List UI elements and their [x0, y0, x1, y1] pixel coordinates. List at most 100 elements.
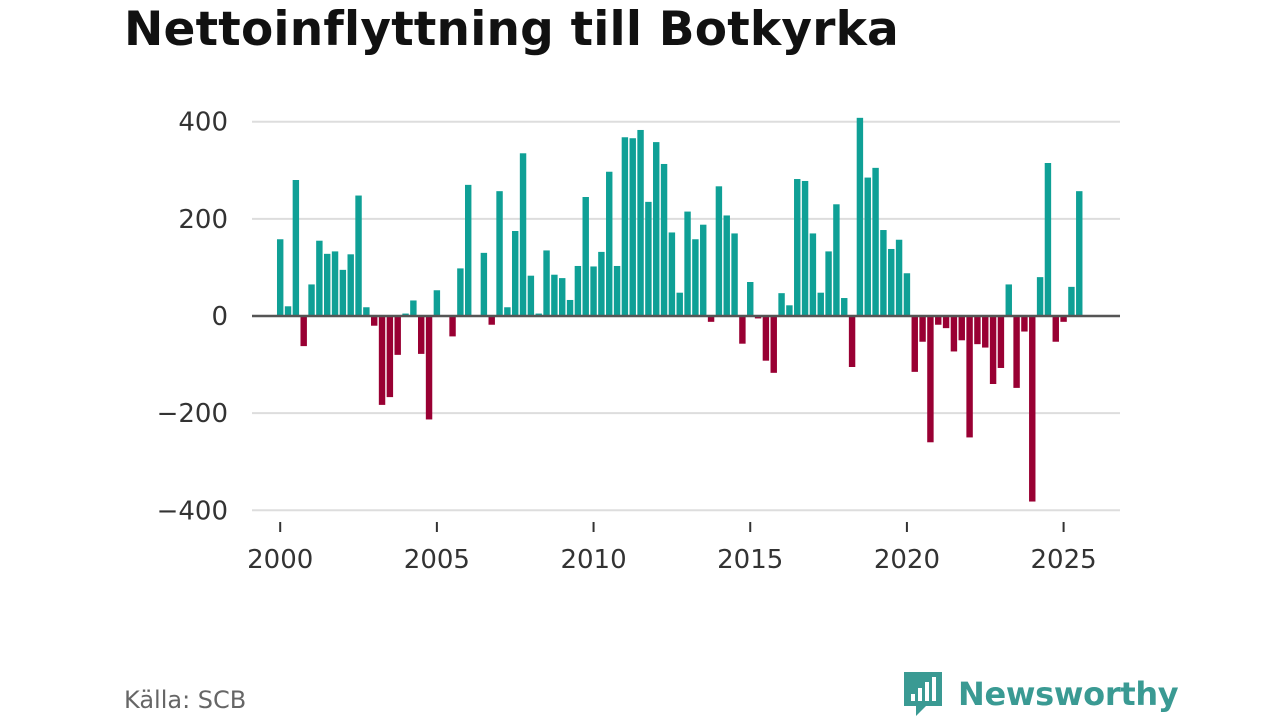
bar — [997, 316, 1005, 368]
bar — [692, 239, 699, 316]
bar — [919, 316, 926, 342]
bar — [300, 316, 307, 347]
bar — [457, 268, 464, 316]
bar — [723, 215, 730, 316]
bar — [982, 316, 989, 348]
bar — [895, 239, 903, 316]
bar — [1029, 316, 1036, 502]
bar — [606, 171, 613, 316]
bar — [590, 266, 597, 316]
bar — [833, 204, 840, 316]
bar — [841, 298, 848, 316]
bar — [527, 275, 535, 316]
bar — [880, 230, 887, 316]
bar — [371, 316, 378, 326]
bar — [551, 274, 558, 316]
bar — [323, 253, 331, 316]
bar — [974, 316, 981, 345]
brand-name: Newsworthy — [958, 675, 1179, 713]
bar — [989, 316, 997, 384]
bar — [864, 177, 871, 316]
y-tick-label: 200 — [178, 205, 228, 235]
y-tick-label: 400 — [178, 108, 228, 138]
bar — [1044, 163, 1052, 316]
bar — [1036, 277, 1044, 316]
bar — [316, 240, 323, 316]
brand-logo: Newsworthy — [902, 670, 1179, 718]
bar — [284, 306, 292, 316]
bar — [621, 137, 629, 316]
bar — [1052, 316, 1059, 342]
bar — [676, 292, 683, 316]
bar — [825, 251, 832, 316]
bar — [378, 316, 386, 405]
y-tick-label: −400 — [157, 496, 228, 526]
x-tick-label: 2015 — [717, 545, 783, 575]
bar — [684, 211, 691, 316]
bar — [786, 305, 793, 316]
bar — [856, 117, 864, 316]
bar — [872, 167, 879, 316]
bar — [966, 316, 973, 438]
bar — [1021, 316, 1028, 332]
newsworthy-icon — [904, 672, 942, 716]
bar — [903, 273, 911, 316]
bar — [950, 316, 958, 352]
bar — [927, 316, 934, 443]
x-ticks: 2000 2005 2010 2015 2020 2025 — [247, 522, 1097, 575]
bar — [613, 265, 621, 316]
bar — [292, 180, 300, 316]
bar — [488, 316, 495, 325]
bar — [668, 232, 676, 316]
bar — [653, 142, 660, 316]
bar — [747, 282, 754, 316]
bar — [848, 316, 856, 367]
bar — [559, 278, 566, 316]
bar — [778, 293, 785, 316]
y-tick-label: 0 — [211, 302, 228, 332]
bar — [1060, 316, 1067, 322]
bar — [394, 316, 401, 355]
bar — [574, 265, 582, 316]
bar — [1076, 191, 1083, 316]
bar — [504, 307, 511, 316]
bar — [629, 138, 636, 316]
bar — [739, 316, 746, 344]
bar — [566, 299, 574, 316]
bar — [449, 316, 456, 337]
bar — [418, 316, 425, 354]
bar — [1005, 284, 1012, 316]
bar — [700, 224, 707, 316]
bar — [817, 292, 824, 316]
bar — [660, 163, 668, 316]
bar — [331, 251, 339, 316]
bar — [519, 153, 527, 316]
bar — [425, 316, 433, 420]
chart-title: Nettoinflyttning till Botkyrka — [124, 2, 899, 57]
bar — [582, 197, 589, 316]
bar — [888, 248, 895, 316]
bar — [512, 231, 519, 316]
source-label: Källa: SCB — [124, 686, 247, 714]
bar — [715, 186, 723, 316]
bar — [347, 254, 354, 316]
bars — [276, 117, 1083, 502]
x-tick-label: 2025 — [1031, 545, 1097, 575]
bar — [1068, 286, 1075, 316]
bar — [942, 316, 950, 329]
bar — [794, 179, 801, 316]
bar — [731, 233, 738, 316]
bar — [465, 184, 472, 316]
bar — [410, 300, 417, 316]
bar — [480, 252, 488, 316]
bar — [958, 316, 965, 341]
x-tick-label: 2000 — [247, 545, 313, 575]
bar — [770, 316, 777, 373]
bar — [598, 251, 605, 316]
bar — [935, 316, 942, 325]
bar — [637, 129, 644, 316]
bar — [645, 201, 652, 316]
bar — [911, 316, 918, 372]
y-tick-labels: 400 200 0 −200 −400 — [157, 108, 228, 527]
